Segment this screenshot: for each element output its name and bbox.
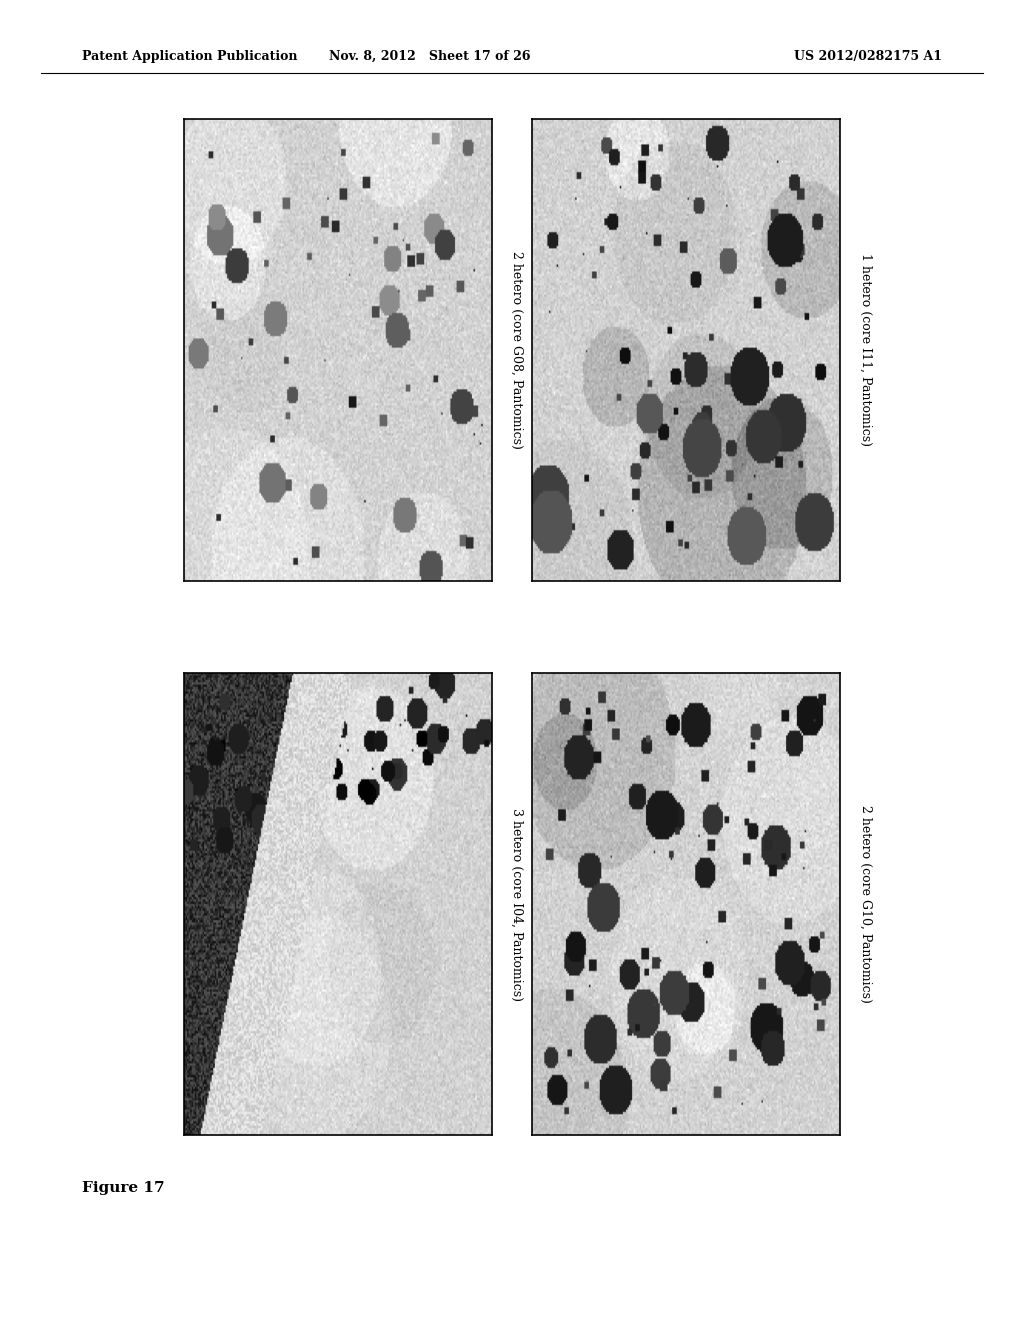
Text: 2 hetero (core G08, Pantomics): 2 hetero (core G08, Pantomics) xyxy=(511,251,523,449)
Text: Nov. 8, 2012   Sheet 17 of 26: Nov. 8, 2012 Sheet 17 of 26 xyxy=(330,50,530,63)
Text: 3 hetero (core I04, Pantomics): 3 hetero (core I04, Pantomics) xyxy=(511,808,523,1001)
Text: Figure 17: Figure 17 xyxy=(82,1181,165,1195)
Text: 2 hetero (core G10, Pantomics): 2 hetero (core G10, Pantomics) xyxy=(859,805,871,1003)
Text: Patent Application Publication: Patent Application Publication xyxy=(82,50,297,63)
Text: 1 hetero (core I11, Pantomics): 1 hetero (core I11, Pantomics) xyxy=(859,253,871,446)
Text: US 2012/0282175 A1: US 2012/0282175 A1 xyxy=(794,50,942,63)
